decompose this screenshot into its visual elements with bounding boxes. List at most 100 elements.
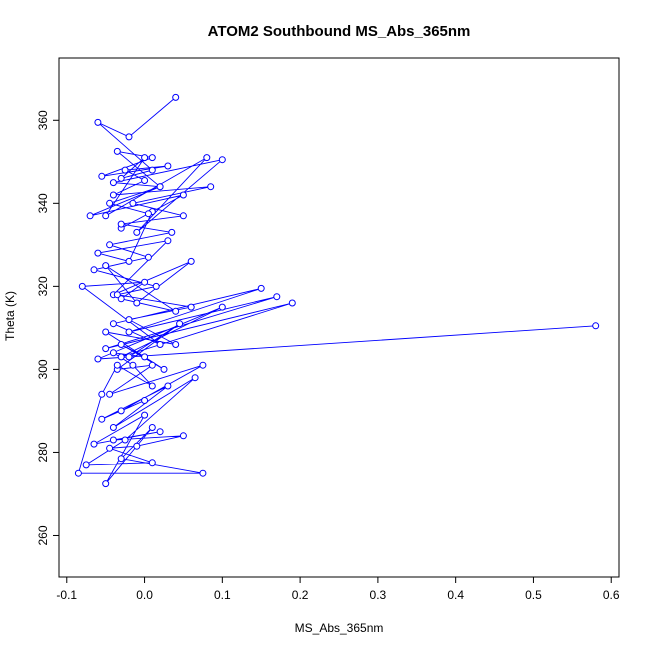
data-point	[191, 374, 199, 382]
x-tick-label: 0.3	[370, 588, 387, 602]
data-point	[106, 199, 114, 207]
data-point	[106, 390, 114, 398]
data-point	[121, 166, 129, 174]
data-point	[164, 382, 172, 390]
data-point	[141, 397, 149, 404]
x-tick-label: 0.6	[603, 588, 620, 602]
data-point	[129, 199, 137, 207]
data-point	[102, 328, 110, 336]
data-point	[102, 480, 110, 488]
data-point	[144, 253, 152, 261]
data-point	[106, 444, 114, 452]
data-point	[125, 257, 133, 265]
y-tick-label: 300	[36, 359, 50, 379]
data-point	[164, 237, 172, 245]
data-point	[133, 299, 141, 307]
x-axis-label: MS_Abs_365nm	[295, 621, 384, 635]
data-point	[172, 307, 180, 315]
data-point	[94, 249, 102, 257]
y-tick-label: 280	[36, 442, 50, 462]
data-point	[141, 353, 149, 361]
data-point	[94, 118, 102, 126]
data-point	[109, 320, 117, 328]
data-point	[156, 341, 164, 348]
data-point	[78, 282, 86, 290]
data-point	[160, 365, 168, 373]
data-point	[98, 172, 106, 180]
data-point	[187, 257, 195, 265]
data-point	[74, 469, 82, 477]
data-point	[86, 212, 94, 220]
data-point	[141, 411, 149, 419]
data-point	[156, 428, 164, 436]
data-point	[176, 320, 184, 328]
data-point	[187, 303, 195, 311]
data-point	[98, 415, 106, 423]
data-point	[152, 282, 160, 290]
data-point	[117, 407, 125, 415]
y-axis: 260 280 300 320 340 360	[36, 110, 60, 545]
data-point	[117, 353, 125, 361]
data-point	[203, 154, 211, 162]
data-point	[82, 461, 90, 469]
data-point	[109, 424, 117, 431]
data-point	[102, 262, 110, 270]
data-point	[179, 191, 187, 199]
x-tick-label: 0.4	[447, 588, 464, 602]
data-point	[102, 212, 110, 220]
x-axis: -0.1 0.0 0.1 0.2 0.3 0.4 0.5 0.6	[56, 576, 620, 602]
data-point	[113, 147, 121, 155]
data-point	[133, 228, 141, 236]
data-point	[129, 361, 137, 369]
data-point	[172, 341, 180, 348]
data-point	[90, 266, 98, 274]
data-point	[117, 220, 125, 228]
y-axis-label: Theta (K)	[3, 291, 17, 341]
data-point	[257, 284, 265, 292]
data-point	[199, 469, 207, 477]
data-point	[207, 183, 215, 191]
x-tick-label: -0.1	[56, 588, 77, 602]
data-point	[125, 328, 133, 336]
y-tick-label: 360	[36, 110, 50, 130]
data-point	[168, 228, 176, 236]
data-point	[109, 191, 117, 199]
data-point	[90, 440, 98, 448]
data-point	[121, 436, 129, 444]
data-point	[113, 361, 121, 369]
data-point	[179, 432, 187, 440]
data-point	[141, 278, 149, 286]
data-point	[179, 212, 187, 220]
data-point	[117, 295, 125, 303]
data-point	[109, 349, 117, 357]
data-point	[125, 353, 133, 361]
x-tick-label: 0.2	[292, 588, 309, 602]
data-point	[148, 382, 156, 390]
y-tick-label: 320	[36, 276, 50, 296]
plot-frame	[58, 57, 620, 578]
data-point	[218, 303, 226, 311]
data-point	[117, 455, 125, 463]
x-tick-label: 0.1	[214, 588, 231, 602]
data-point	[125, 133, 133, 141]
chart-title: ATOM2 Southbound MS_Abs_365nm	[208, 23, 471, 40]
data-point	[148, 424, 156, 431]
data-point	[164, 162, 172, 170]
data-point	[144, 210, 152, 218]
y-tick-label: 340	[36, 193, 50, 213]
data-point	[141, 177, 149, 184]
data-point	[109, 436, 117, 444]
y-tick-label: 260	[36, 525, 50, 545]
data-point	[148, 166, 156, 174]
data-point	[117, 341, 125, 348]
data-point	[148, 459, 156, 467]
series-line	[77, 97, 596, 484]
data-point	[592, 322, 600, 330]
data-point	[218, 156, 226, 164]
data-point	[94, 355, 102, 363]
data-point	[102, 345, 110, 353]
data-point	[113, 291, 121, 299]
data-point	[109, 179, 117, 187]
data-point	[141, 154, 149, 162]
